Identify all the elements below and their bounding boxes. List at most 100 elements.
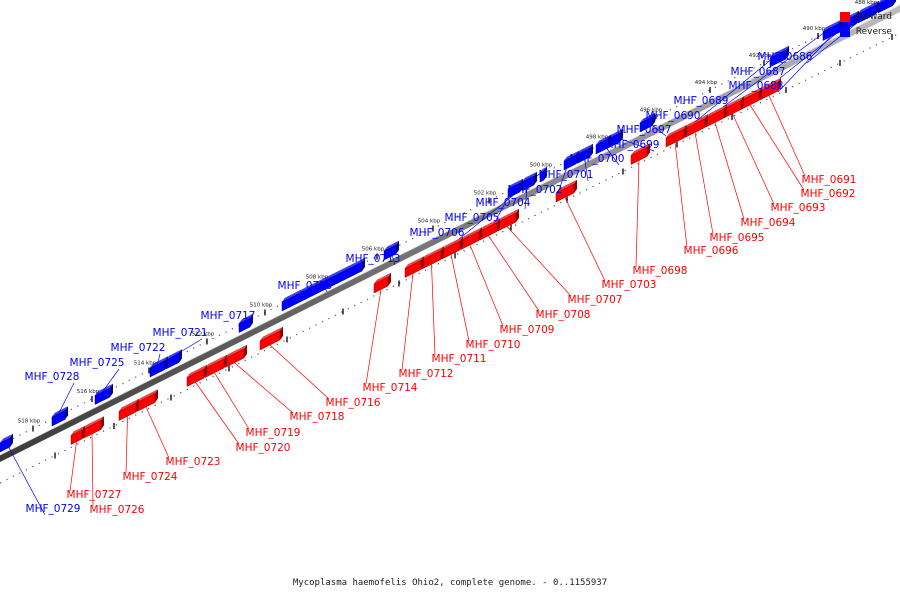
gene-label-forward[interactable]: MHF_0726 — [90, 504, 145, 516]
legend-forward-label: Forward — [855, 11, 892, 22]
gene-leader — [195, 382, 240, 445]
gene-leader — [4, 440, 46, 516]
kbp-tick-label: 500 kbp — [530, 163, 553, 169]
gene-leader — [732, 113, 775, 205]
gene-label-forward[interactable]: MHF_0711 — [432, 353, 487, 365]
gene-block-side — [620, 129, 623, 142]
gene-block-side — [396, 241, 399, 254]
gene-block-side — [204, 365, 207, 378]
gene-block-side — [786, 46, 789, 59]
gene-label-forward[interactable]: MHF_0723 — [166, 456, 221, 468]
gene-block-side — [497, 218, 500, 232]
gene-leader — [768, 95, 806, 177]
gene-label-forward[interactable]: MHF_0707 — [568, 294, 623, 306]
gene-label-reverse[interactable]: MHF_0687 — [731, 66, 786, 78]
backbone-band — [0, 5, 900, 462]
gene-label-reverse[interactable]: MHF_0722 — [111, 342, 166, 354]
gene-label-reverse[interactable]: MHF_0715 — [278, 280, 333, 292]
gene-label-reverse[interactable]: MHF_0706 — [410, 227, 465, 239]
gene-block-side — [534, 172, 537, 185]
gene-label-forward[interactable]: MHF_0714 — [363, 382, 418, 394]
kbp-tick-label: 498 kbp — [586, 135, 609, 141]
gene-block-side — [652, 113, 655, 126]
gene-block-side — [110, 384, 113, 397]
gene-label-reverse[interactable]: MHF_0704 — [476, 197, 531, 209]
gene-block-side — [576, 151, 579, 164]
gene-leader — [401, 273, 414, 371]
gene-blocks — [0, 0, 896, 453]
kbp-tick-label: 508 kbp — [306, 275, 329, 281]
gene-block-side — [280, 327, 283, 340]
gene-label-reverse[interactable]: MHF_0728 — [25, 371, 80, 383]
kbp-tick-label: 488 kbp — [855, 0, 878, 6]
kbp-tick-label: 510 kbp — [250, 303, 273, 309]
legend-forward: Forward — [839, 9, 892, 24]
gene-block-side — [479, 227, 482, 241]
gene-label-forward[interactable]: MHF_0727 — [67, 489, 122, 501]
gene-leader — [450, 254, 470, 342]
gene-label-forward[interactable]: MHF_0703 — [602, 279, 657, 291]
gene-label-reverse[interactable]: MHF_0713 — [346, 253, 401, 265]
reverse-swatch — [839, 26, 850, 37]
gene-label-reverse[interactable]: MHF_0700 — [570, 153, 625, 165]
kbp-tick-label: 492 kbp — [749, 53, 772, 59]
gene-label-reverse[interactable]: MHF_0705 — [445, 212, 500, 224]
gene-block-side — [244, 345, 247, 358]
gene-label-reverse[interactable]: MHF_0690 — [646, 110, 701, 122]
gene-block-side — [590, 144, 593, 157]
gene-block-side — [520, 179, 523, 192]
gene-block-side — [250, 314, 253, 327]
gene-label-reverse[interactable]: MHF_0729 — [26, 503, 81, 515]
gene-label-forward[interactable]: MHF_0719 — [246, 427, 301, 439]
gene-leader — [674, 142, 688, 248]
gene-block-side — [647, 143, 650, 157]
gene-label-forward[interactable]: MHF_0708 — [536, 309, 591, 321]
genome-caption: Mycoplasma haemofelis Ohio2, complete ge… — [292, 578, 608, 588]
gene-block-side — [224, 355, 227, 368]
gene-block-side — [155, 389, 158, 403]
gene-label-forward[interactable]: MHF_0691 — [802, 174, 857, 186]
gene-label-reverse[interactable]: MHF_0697 — [617, 124, 672, 136]
gene-leader — [506, 226, 572, 297]
gene-label-forward[interactable]: MHF_0724 — [123, 471, 178, 483]
gene-label-forward[interactable]: MHF_0693 — [771, 202, 826, 214]
gene-block-side — [421, 256, 424, 270]
gene-block-side — [856, 11, 859, 24]
gene-label-reverse[interactable]: MHF_0725 — [70, 357, 125, 369]
gene-label-reverse[interactable]: MHF_0701 — [539, 169, 594, 181]
gene-label-forward[interactable]: MHF_0696 — [684, 245, 739, 257]
gene-leader — [564, 197, 606, 282]
gene-label-forward[interactable]: MHF_0720 — [236, 442, 291, 454]
forward-swatch — [839, 11, 850, 22]
gene-block-side — [893, 0, 896, 6]
gene-label-reverse[interactable]: MHF_0717 — [201, 310, 256, 322]
genome-backbone — [0, 4, 900, 462]
gene-leader — [722, 26, 832, 108]
gene-label-reverse[interactable]: MHF_0689 — [674, 95, 729, 107]
gene-label-reverse[interactable]: MHF_0721 — [153, 327, 208, 339]
gene-block-side — [82, 426, 85, 439]
gene-block-side — [101, 416, 104, 430]
gene-leader — [125, 416, 128, 474]
gene-label-reverse[interactable]: MHF_0686 — [758, 51, 813, 63]
gene-label-forward[interactable]: MHF_0712 — [399, 368, 454, 380]
gene-label-reverse[interactable]: MHF_0699 — [605, 139, 660, 151]
gene-label-reverse[interactable]: MHF_0688 — [729, 80, 784, 92]
gene-label-forward[interactable]: MHF_0716 — [326, 397, 381, 409]
gene-label-forward[interactable]: MHF_0692 — [801, 188, 856, 200]
gene-label-forward[interactable]: MHF_0718 — [290, 411, 345, 423]
gene-leader — [635, 160, 640, 268]
gene-label-forward[interactable]: MHF_0698 — [633, 265, 688, 277]
gene-block-side — [165, 356, 168, 370]
gene-label-reverse[interactable]: MHF_0702 — [508, 184, 563, 196]
gene-label-forward[interactable]: MHF_0695 — [710, 232, 765, 244]
gene-label-forward[interactable]: MHF_0694 — [741, 217, 796, 229]
gene-leader — [694, 132, 714, 235]
gene-label-forward[interactable]: MHF_0709 — [500, 324, 555, 336]
kbp-tick-label: 502 kbp — [474, 191, 497, 197]
gene-label-forward[interactable]: MHF_0710 — [466, 339, 521, 351]
gene-block-side — [388, 273, 391, 286]
gene-leader — [269, 344, 330, 400]
gene-block-side — [574, 180, 577, 193]
